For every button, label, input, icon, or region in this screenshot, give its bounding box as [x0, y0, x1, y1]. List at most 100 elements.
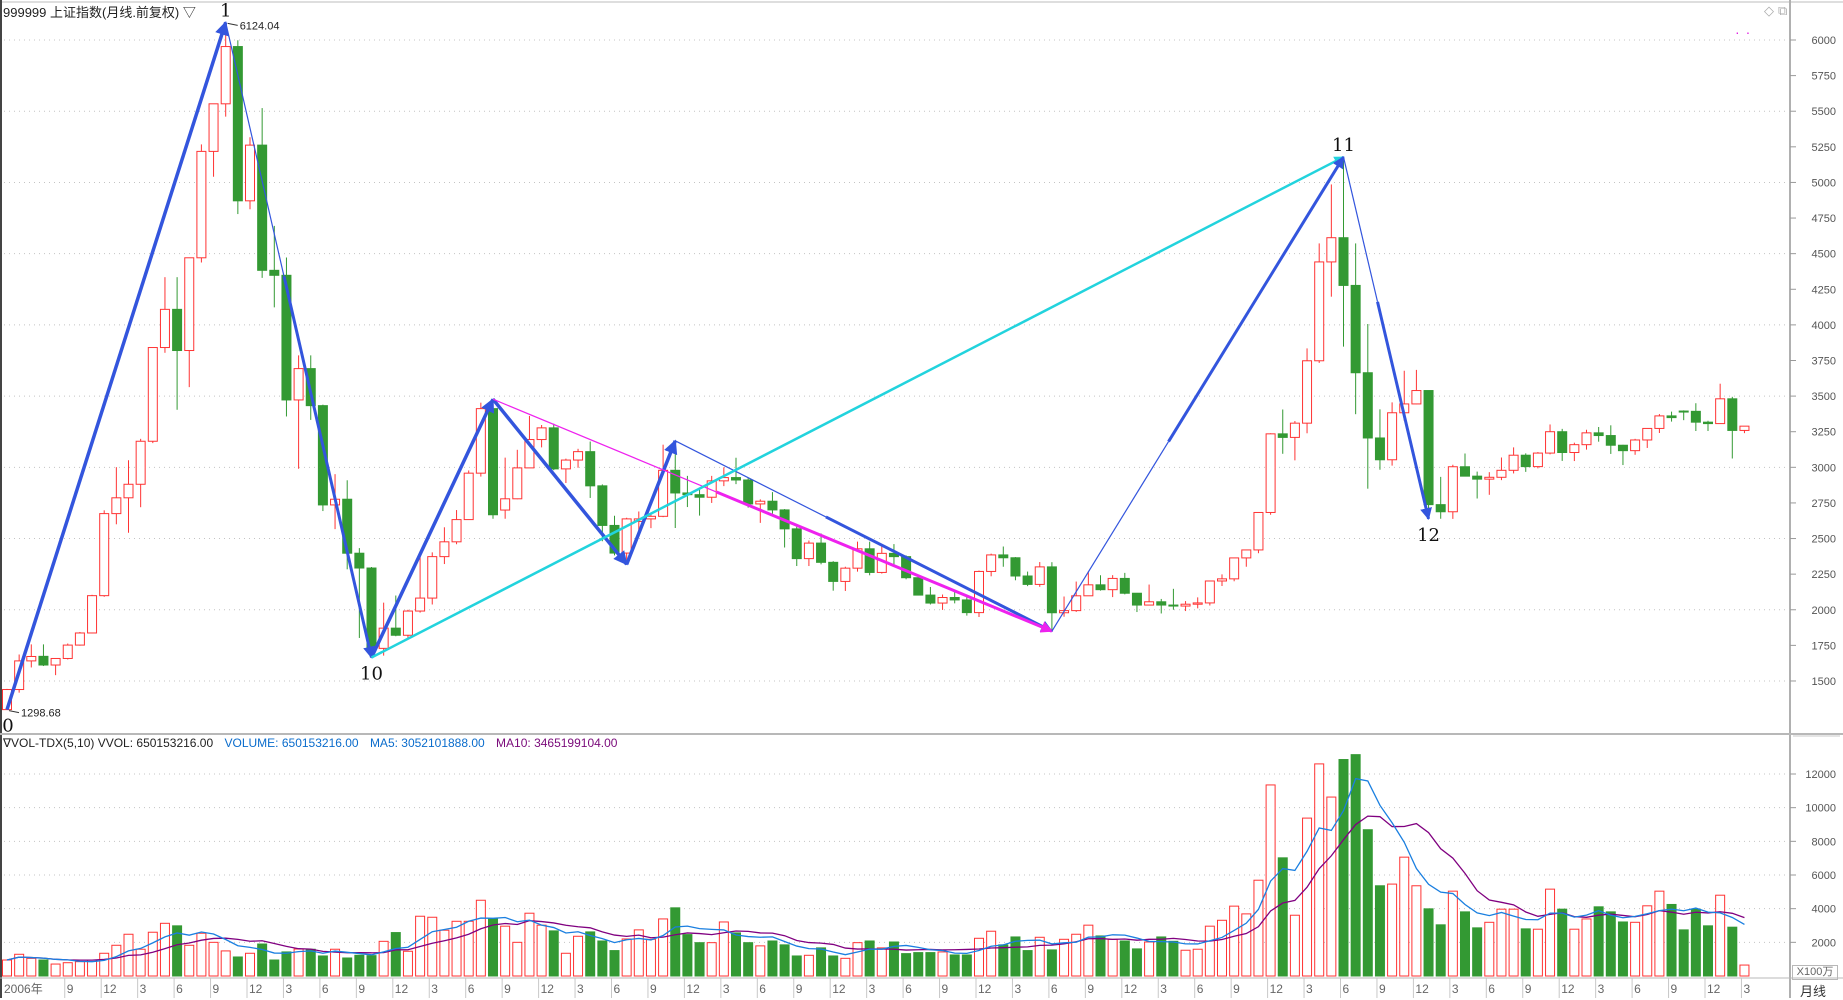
candle — [1338, 157, 1349, 347]
candle — [949, 590, 960, 604]
candle — [1362, 324, 1373, 489]
candle — [1192, 597, 1203, 609]
candle — [208, 103, 219, 177]
volume-bar — [548, 930, 559, 977]
volume-bar — [767, 940, 778, 977]
volume-indicator-header[interactable]: ∇VOL-TDX(5,10) VVOL: 650153216.00 VOLUME… — [3, 736, 625, 750]
volume-bar — [852, 942, 863, 977]
volume-bar — [1423, 908, 1434, 977]
wave-point-label: 10 — [360, 663, 383, 684]
volume-bar — [974, 937, 984, 977]
candle — [1265, 433, 1276, 515]
candle — [1034, 562, 1045, 587]
candle — [111, 467, 122, 525]
x-tick-label: 9 — [358, 982, 365, 996]
x-tick-label: 6 — [905, 982, 912, 996]
volume-bar — [1241, 913, 1252, 977]
candle-body — [1265, 433, 1276, 513]
candle-body — [670, 469, 681, 494]
x-tick-label: 3 — [577, 982, 584, 996]
value-leader — [8, 710, 20, 714]
value-leader — [227, 22, 238, 26]
volume-bar — [1107, 938, 1118, 977]
candle — [1107, 575, 1118, 598]
volume-tick-label: 6000 — [1812, 870, 1836, 882]
volume-bar — [1338, 759, 1349, 977]
candle — [1557, 428, 1568, 461]
candle-body — [1423, 390, 1434, 506]
candle — [1678, 410, 1689, 421]
candle — [1496, 457, 1507, 481]
volume-bar — [913, 952, 924, 977]
period-label[interactable]: 月线 — [1800, 984, 1827, 999]
x-tick-label: 9 — [1525, 982, 1532, 996]
x-tick-label: 3 — [140, 982, 147, 996]
candle — [1302, 348, 1313, 434]
x-tick-label: 6 — [1197, 982, 1204, 996]
candle — [123, 460, 134, 533]
volume-bar — [1545, 888, 1556, 977]
candle — [184, 257, 195, 388]
candle-body — [1617, 444, 1628, 452]
candle — [99, 510, 110, 597]
volume-bar — [1654, 890, 1665, 977]
volume-bar — [475, 899, 486, 977]
candle — [864, 541, 875, 576]
x-tick-label: 12 — [103, 982, 117, 996]
volume-bar — [1484, 921, 1495, 977]
price-tick-label: 4500 — [1812, 249, 1836, 261]
x-tick-label: 3 — [1014, 982, 1021, 996]
candle-body — [1131, 592, 1142, 606]
candle — [1289, 421, 1300, 461]
volume-indicator-name: ∇VOL-TDX(5,10) VVOL: 650153216.00 — [3, 736, 214, 750]
candle — [463, 470, 474, 521]
volume-bar — [1119, 940, 1130, 977]
candle — [50, 657, 61, 676]
candle — [232, 40, 243, 215]
restore-icon[interactable]: ⧉ — [1778, 3, 1788, 18]
candle-body — [1520, 454, 1531, 468]
candle — [26, 644, 37, 668]
candle-body — [1156, 601, 1167, 606]
candle-body — [232, 46, 243, 202]
candle — [1156, 598, 1167, 614]
candle — [1083, 571, 1094, 597]
volume-bar — [245, 952, 255, 977]
candle-body — [791, 528, 802, 560]
volume-bar — [1144, 941, 1155, 977]
volume-bar — [2, 959, 12, 977]
volume-bar — [1605, 911, 1616, 977]
volume-bar — [986, 930, 997, 977]
candle-body — [755, 500, 766, 505]
candle-body — [1277, 433, 1288, 438]
candle-body — [1314, 261, 1325, 362]
volume-bar — [1630, 921, 1641, 977]
diamond-icon[interactable]: ◇ — [1764, 3, 1774, 18]
candle-body — [1253, 511, 1264, 551]
volume-bar — [463, 920, 474, 977]
candle — [585, 441, 596, 498]
wave-line-thin — [492, 398, 717, 493]
x-tick-label: 3 — [869, 982, 876, 996]
wave-line-thick — [1167, 156, 1345, 443]
volume-bar — [305, 948, 316, 977]
x-tick-label: 6 — [322, 982, 329, 996]
volume-bar — [621, 938, 632, 977]
volume-bar — [1302, 817, 1313, 977]
candle-body — [1217, 578, 1227, 582]
candle-body — [1192, 602, 1203, 605]
candle-body — [147, 347, 158, 442]
x-tick-label: 3 — [431, 982, 438, 996]
volume-tick-label: 4000 — [1812, 904, 1836, 916]
candle-body — [1727, 398, 1738, 431]
volume-bar — [1411, 885, 1422, 977]
x-tick-label: 6 — [759, 982, 766, 996]
candle-body — [1071, 595, 1082, 612]
volume-bar — [1642, 905, 1653, 977]
candle-body — [135, 440, 146, 485]
candle-body — [1083, 584, 1094, 597]
volume-bar — [633, 929, 644, 977]
chart-title[interactable]: 999999 上证指数(月线.前复权) ▽ — [3, 5, 196, 20]
candle-body — [1447, 466, 1458, 513]
